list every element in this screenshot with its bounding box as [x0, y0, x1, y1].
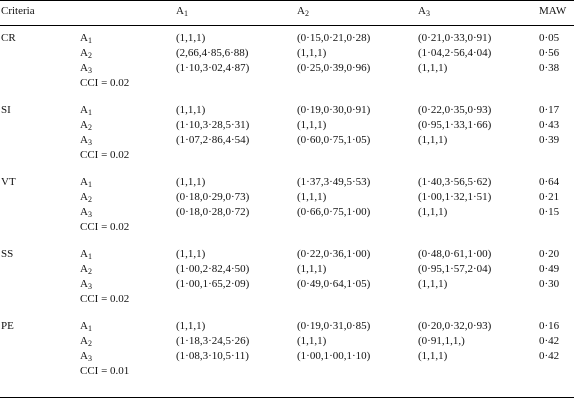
cell-maw: 0·30 — [539, 278, 560, 290]
cell-a1: (1·00,2·82,4·50) — [176, 263, 250, 275]
cci-value: CCI = 0.02 — [80, 221, 130, 233]
alternative-label: A2 — [80, 335, 92, 348]
cell-a2: (0·15,0·21,0·28) — [297, 32, 371, 44]
cell-a3: (1,1,1) — [418, 278, 448, 290]
cell-a2: (1·37,3·49,5·53) — [297, 176, 371, 188]
alternative-label: A1 — [80, 248, 92, 261]
cell-a3: (0·20,0·32,0·93) — [418, 320, 492, 332]
alternative-label: A3 — [80, 206, 92, 219]
cell-a3: (1,1,1) — [418, 350, 448, 362]
cell-a1: (1·00,1·65,2·09) — [176, 278, 250, 290]
cell-a1: (1·08,3·10,5·11) — [176, 350, 249, 362]
cell-a3: (0·91,1,1,) — [418, 335, 465, 347]
cell-a2: (1·00,1·00,1·10) — [297, 350, 371, 362]
cell-a3: (0·95,1·33,1·66) — [418, 119, 492, 131]
cell-maw: 0·56 — [539, 47, 560, 59]
alternative-label: A1 — [80, 32, 92, 45]
cell-a3: (1,1,1) — [418, 134, 448, 146]
header-a3: A3 — [418, 5, 430, 18]
cell-maw: 0·42 — [539, 350, 560, 362]
header-criteria: Criteria — [1, 5, 35, 17]
cell-maw: 0·20 — [539, 248, 560, 260]
cell-a2: (0·19,0·31,0·85) — [297, 320, 371, 332]
cell-a1: (1·18,3·24,5·26) — [176, 335, 250, 347]
criterion-label: VT — [1, 176, 16, 188]
cell-a2: (0·22,0·36,1·00) — [297, 248, 371, 260]
cell-a1: (1·07,2·86,4·54) — [176, 134, 250, 146]
cell-a1: (2,66,4·85,6·88) — [176, 47, 249, 59]
cell-a2: (0·19,0·30,0·91) — [297, 104, 371, 116]
cell-maw: 0·15 — [539, 206, 560, 218]
cell-a1: (1,1,1) — [176, 176, 206, 188]
cell-a3: (0·22,0·35,0·93) — [418, 104, 492, 116]
cell-maw: 0·05 — [539, 32, 560, 44]
cci-value: CCI = 0.01 — [80, 365, 130, 377]
header-maw: MAW — [539, 5, 567, 17]
cell-a1: (1,1,1) — [176, 320, 206, 332]
cell-a2: (0·60,0·75,1·05) — [297, 134, 371, 146]
cell-a2: (1,1,1) — [297, 263, 327, 275]
cell-a2: (0·25,0·39,0·96) — [297, 62, 371, 74]
cell-maw: 0·64 — [539, 176, 560, 188]
criterion-label: SS — [1, 248, 14, 260]
header-a1: A1 — [176, 5, 188, 18]
cell-a2: (0·49,0·64,1·05) — [297, 278, 371, 290]
alternative-label: A3 — [80, 62, 92, 75]
cell-a3: (1·00,1·32,1·51) — [418, 191, 492, 203]
cell-a2: (0·66,0·75,1·00) — [297, 206, 371, 218]
top-rule — [0, 0, 574, 1]
cell-a3: (0·48,0·61,1·00) — [418, 248, 492, 260]
cell-a3: (1,1,1) — [418, 206, 448, 218]
cell-a1: (1·10,3·28,5·31) — [176, 119, 250, 131]
criterion-label: CR — [1, 32, 16, 44]
alternative-label: A2 — [80, 119, 92, 132]
cell-maw: 0·39 — [539, 134, 560, 146]
cci-value: CCI = 0.02 — [80, 293, 130, 305]
criterion-label: SI — [1, 104, 11, 116]
cell-a2: (1,1,1) — [297, 119, 327, 131]
alternative-label: A1 — [80, 104, 92, 117]
alternative-label: A2 — [80, 47, 92, 60]
cell-maw: 0·16 — [539, 320, 560, 332]
cell-maw: 0·21 — [539, 191, 560, 203]
cell-maw: 0·43 — [539, 119, 560, 131]
cell-a1: (1,1,1) — [176, 104, 206, 116]
alternative-label: A1 — [80, 320, 92, 333]
cci-value: CCI = 0.02 — [80, 77, 130, 89]
cell-maw: 0·17 — [539, 104, 560, 116]
cci-value: CCI = 0.02 — [80, 149, 130, 161]
cell-maw: 0·49 — [539, 263, 560, 275]
alternative-label: A1 — [80, 176, 92, 189]
alternative-label: A3 — [80, 350, 92, 363]
alternative-label: A3 — [80, 278, 92, 291]
header-a2: A2 — [297, 5, 309, 18]
bottom-rule — [0, 397, 574, 398]
cell-a2: (1,1,1) — [297, 191, 327, 203]
cell-a2: (1,1,1) — [297, 47, 327, 59]
cell-a3: (1·40,3·56,5·62) — [418, 176, 492, 188]
cell-a3: (1·04,2·56,4·04) — [418, 47, 492, 59]
cell-a3: (1,1,1) — [418, 62, 448, 74]
alternative-label: A2 — [80, 263, 92, 276]
header-rule — [0, 25, 574, 26]
cell-a1: (0·18,0·29,0·73) — [176, 191, 250, 203]
cell-maw: 0·38 — [539, 62, 560, 74]
alternative-label: A3 — [80, 134, 92, 147]
cell-a1: (1,1,1) — [176, 32, 206, 44]
cell-a1: (1·10,3·02,4·87) — [176, 62, 250, 74]
cell-a1: (1,1,1) — [176, 248, 206, 260]
criterion-label: PE — [1, 320, 14, 332]
alternative-label: A2 — [80, 191, 92, 204]
cell-a1: (0·18,0·28,0·72) — [176, 206, 250, 218]
cell-maw: 0·42 — [539, 335, 560, 347]
cell-a3: (0·21,0·33,0·91) — [418, 32, 492, 44]
cell-a3: (0·95,1·57,2·04) — [418, 263, 492, 275]
cell-a2: (1,1,1) — [297, 335, 327, 347]
